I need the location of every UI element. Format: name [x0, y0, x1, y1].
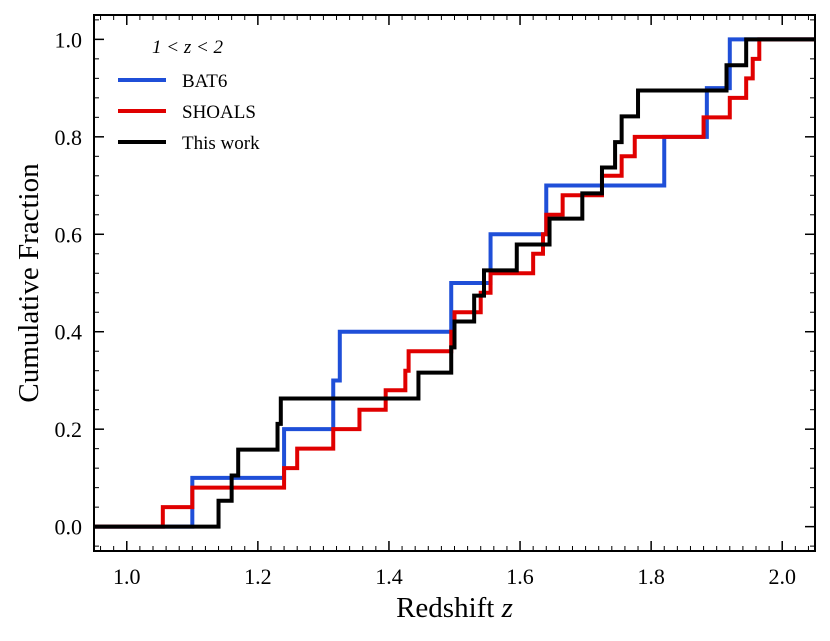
y-tick-label: 0.4 — [55, 320, 83, 345]
x-tick-label: 2.0 — [768, 564, 796, 589]
y-tick-label: 0.2 — [55, 417, 83, 442]
legend-title: 1 < z < 2 — [152, 37, 224, 58]
y-axis-label: Cumulative Fraction — [13, 163, 45, 403]
x-axis-label-text: Redshift — [396, 592, 494, 624]
x-axis-label: Redshift z — [396, 592, 513, 624]
y-tick-label: 0.6 — [55, 222, 83, 247]
y-tick-label: 0.8 — [55, 125, 83, 150]
legend-label-bat6: BAT6 — [182, 71, 227, 92]
y-tick-label: 0.0 — [55, 515, 83, 540]
legend: 1 < z < 2 BAT6 SHOALS This work — [118, 37, 260, 154]
x-tick-label: 1.2 — [244, 564, 272, 589]
legend-label-this-work: This work — [182, 133, 260, 154]
ticks-layer: 1.0 1.2 1.4 1.6 1.8 2.0 0.0 0.2 0.4 0.6 0.8 1.0 — [55, 15, 815, 589]
x-tick-label: 1.8 — [637, 564, 665, 589]
series-line-shoals — [94, 37, 815, 529]
x-tick-label: 1.0 — [113, 564, 141, 589]
x-tick-label: 1.4 — [375, 564, 403, 589]
series-layer — [94, 37, 815, 529]
y-tick-label: 1.0 — [55, 27, 83, 52]
legend-label-shoals: SHOALS — [182, 102, 256, 123]
x-tick-label: 1.6 — [506, 564, 534, 589]
x-axis-label-var: z — [501, 592, 513, 624]
series-line-this-work — [94, 37, 815, 529]
plot-frame — [93, 14, 816, 552]
series-line-bat6 — [94, 37, 815, 529]
